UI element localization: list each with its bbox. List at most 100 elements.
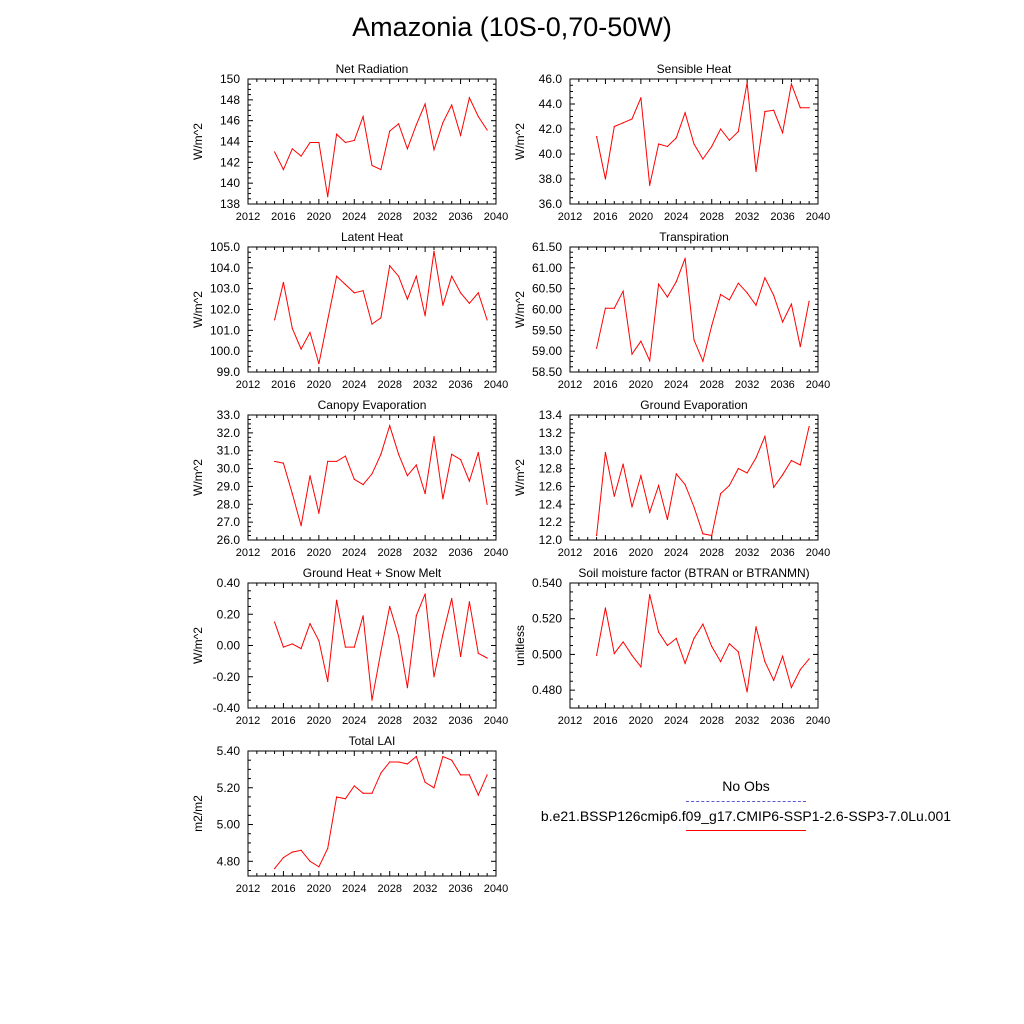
data-point bbox=[790, 303, 793, 305]
data-point bbox=[640, 340, 642, 342]
plot-frame bbox=[247, 246, 497, 373]
data-point bbox=[335, 599, 338, 601]
data-point bbox=[353, 139, 355, 142]
data-point bbox=[604, 178, 607, 180]
data-point bbox=[631, 506, 633, 508]
data-point bbox=[309, 331, 311, 334]
legend-line-obs bbox=[686, 801, 806, 802]
data-point bbox=[397, 761, 400, 763]
data-point bbox=[451, 759, 453, 761]
data-point bbox=[309, 623, 311, 625]
data-point bbox=[666, 644, 669, 647]
data-point bbox=[397, 275, 400, 277]
x-tick-label: 2040 bbox=[484, 379, 508, 391]
series-line-1 bbox=[596, 594, 810, 693]
data-point bbox=[406, 298, 409, 300]
data-point bbox=[442, 755, 444, 758]
data-point bbox=[424, 593, 426, 595]
data-point bbox=[675, 637, 677, 639]
data-point bbox=[719, 293, 722, 296]
data-point bbox=[719, 492, 722, 495]
y-tick-label: 26.0 bbox=[217, 533, 241, 547]
chart-6: Ground Evaporation W/m^2 2012 2016 2020 2024 2… bbox=[513, 398, 830, 559]
data-point bbox=[353, 478, 355, 480]
data-point bbox=[790, 83, 793, 85]
data-point bbox=[344, 798, 347, 800]
data-point bbox=[746, 472, 748, 474]
y-tick-label: 12.6 bbox=[539, 479, 563, 493]
data-point bbox=[711, 145, 713, 148]
data-point bbox=[335, 133, 338, 135]
data-point bbox=[684, 112, 686, 114]
data-point bbox=[282, 857, 285, 859]
data-point bbox=[486, 774, 488, 776]
data-point bbox=[273, 460, 276, 463]
data-point bbox=[613, 495, 615, 497]
x-tick-label: 2024 bbox=[664, 379, 688, 391]
x-tick-label: 2040 bbox=[484, 715, 508, 727]
data-point bbox=[711, 325, 713, 327]
data-point bbox=[755, 304, 757, 306]
data-point bbox=[622, 290, 624, 292]
data-point bbox=[362, 615, 364, 617]
y-tick-label: 103.0 bbox=[210, 282, 240, 296]
x-tick-label: 2036 bbox=[770, 211, 794, 223]
series-line-1 bbox=[274, 96, 488, 197]
data-point bbox=[477, 794, 479, 796]
y-tick-label: 0.520 bbox=[532, 612, 562, 626]
y-tick-label: -0.20 bbox=[213, 670, 241, 684]
x-tick-label: 2020 bbox=[307, 379, 331, 391]
data-point bbox=[389, 265, 391, 267]
chart-title: Canopy Evaporation bbox=[318, 398, 427, 412]
x-tick-label: 2028 bbox=[377, 715, 401, 727]
y-tick-label: 104.0 bbox=[210, 261, 240, 275]
data-point bbox=[406, 148, 409, 150]
data-point bbox=[353, 785, 355, 787]
y-tick-label: 5.40 bbox=[217, 744, 241, 758]
data-point bbox=[755, 626, 757, 628]
y-tick-label: 0.500 bbox=[532, 647, 562, 661]
x-tick-label: 2036 bbox=[448, 379, 472, 391]
data-point bbox=[728, 643, 731, 645]
y-tick-label: 100.0 bbox=[210, 344, 240, 358]
x-tick-label: 2016 bbox=[593, 379, 617, 391]
data-point bbox=[613, 307, 615, 309]
x-tick-label: 2036 bbox=[770, 547, 794, 559]
x-tick-label: 2032 bbox=[413, 715, 437, 727]
data-point bbox=[719, 660, 722, 663]
data-point bbox=[442, 122, 444, 124]
x-tick-label: 2032 bbox=[735, 211, 759, 223]
data-point bbox=[291, 148, 293, 150]
y-tick-label: 31.0 bbox=[217, 444, 241, 458]
data-point bbox=[433, 149, 435, 151]
x-tick-label: 2012 bbox=[236, 379, 260, 391]
data-point bbox=[468, 97, 471, 99]
plot-frame bbox=[247, 78, 497, 205]
y-tick-label: 144 bbox=[220, 135, 240, 149]
data-point bbox=[799, 669, 801, 671]
x-tick-label: 2024 bbox=[342, 211, 366, 223]
x-tick-label: 2012 bbox=[236, 547, 260, 559]
data-point bbox=[649, 594, 651, 596]
data-point bbox=[318, 141, 320, 144]
data-point bbox=[371, 699, 373, 701]
x-tick-label: 2016 bbox=[271, 715, 295, 727]
data-point bbox=[711, 645, 713, 647]
x-tick-label: 2036 bbox=[770, 379, 794, 391]
data-point bbox=[327, 196, 329, 198]
data-point bbox=[693, 339, 695, 341]
data-point bbox=[291, 327, 293, 329]
y-tick-label: 5.20 bbox=[217, 781, 241, 795]
y-tick-label: 12.4 bbox=[539, 497, 563, 511]
data-point bbox=[282, 169, 285, 171]
x-tick-label: 2040 bbox=[484, 211, 508, 223]
data-point bbox=[702, 360, 704, 362]
data-point bbox=[622, 641, 624, 643]
data-point bbox=[282, 281, 285, 284]
data-point bbox=[397, 635, 400, 637]
data-point bbox=[273, 319, 276, 321]
data-point bbox=[335, 796, 338, 798]
x-tick-label: 2024 bbox=[342, 547, 366, 559]
data-point bbox=[362, 290, 364, 292]
